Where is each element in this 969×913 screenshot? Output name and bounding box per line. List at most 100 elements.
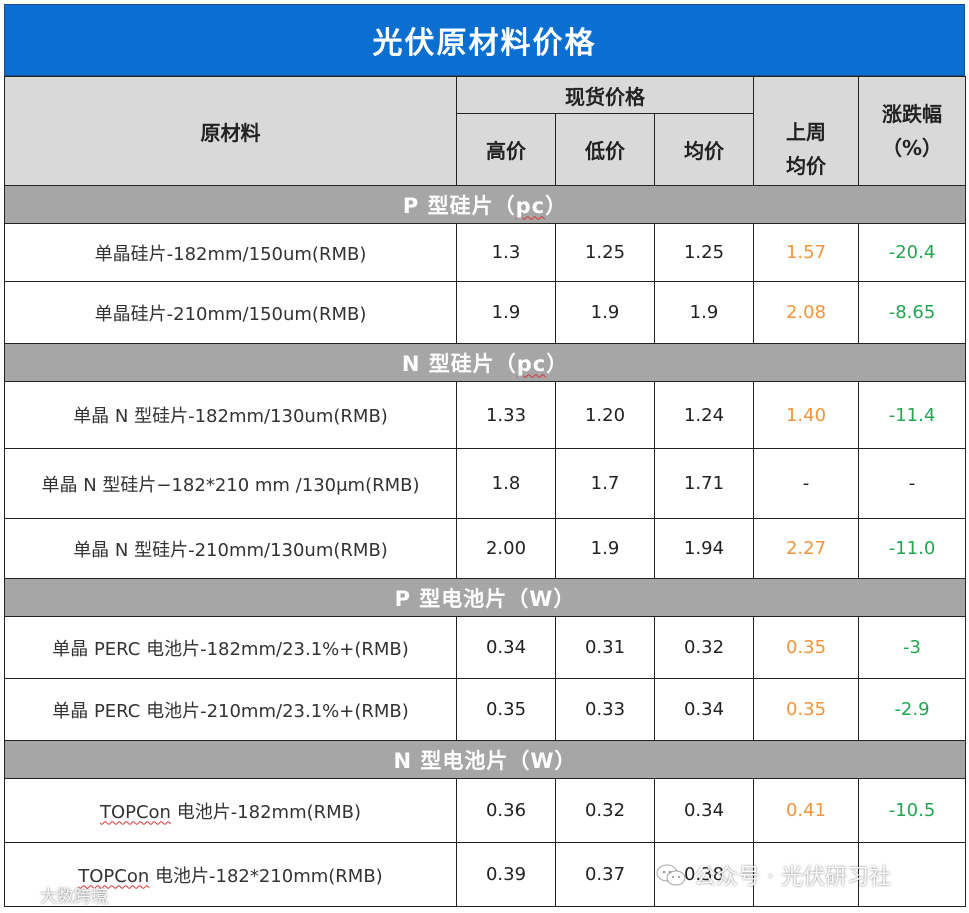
row-low: 0.37 bbox=[555, 842, 655, 907]
row-low: 1.7 bbox=[555, 448, 655, 519]
section-title-unit: pc bbox=[515, 193, 546, 218]
row-low: 0.32 bbox=[555, 778, 655, 843]
header-avg: 均价 bbox=[654, 113, 754, 186]
row-name: 单晶 N 型硅片−182*210 mm /130μm(RMB) bbox=[4, 448, 457, 519]
header-high-label: 高价 bbox=[486, 139, 526, 163]
row-last-week: 1.57 bbox=[753, 223, 859, 282]
header-change: 涨跌幅 （%） bbox=[858, 76, 966, 186]
row-avg: 1.94 bbox=[654, 518, 754, 579]
row-name: 单晶 PERC 电池片-182mm/23.1%+(RMB) bbox=[4, 616, 457, 679]
row-name-prefix: TOPCon bbox=[99, 801, 171, 823]
page-title-text: 光伏原材料价格 bbox=[372, 26, 597, 61]
header-low: 低价 bbox=[555, 113, 655, 186]
row-change: -10.5 bbox=[858, 778, 966, 843]
table-row: 单晶硅片-182mm/150um(RMB) 1.3 1.25 1.25 1.57… bbox=[4, 223, 966, 282]
row-high: 1.8 bbox=[456, 448, 556, 519]
header-material: 原材料 bbox=[4, 76, 457, 186]
header-low-label: 低价 bbox=[585, 139, 625, 163]
row-high: 0.34 bbox=[456, 616, 556, 679]
row-low: 1.20 bbox=[555, 381, 655, 449]
section-header: N 型硅片（pc） bbox=[4, 343, 966, 382]
row-last-week: 1.40 bbox=[753, 381, 859, 449]
row-change: -2.9 bbox=[858, 678, 966, 741]
row-name-rest: 电池片-182mm(RMB) bbox=[170, 801, 362, 823]
row-change: -3 bbox=[858, 616, 966, 679]
row-name: TOPCon 电池片-182*210mm(RMB) bbox=[4, 842, 457, 907]
section-title-p-wafer: P 型硅片（pc） bbox=[4, 185, 966, 224]
header-last-week-label-2: 均价 bbox=[786, 154, 826, 179]
row-name: 单晶硅片-210mm/150um(RMB) bbox=[4, 281, 457, 344]
section-title-text: N 型硅片（ bbox=[401, 351, 517, 376]
row-low: 1.25 bbox=[555, 223, 655, 282]
section-title-p-cell: P 型电池片（W） bbox=[4, 578, 966, 617]
header-row-2: 高价 低价 均价 上周 均价 bbox=[5, 113, 966, 186]
row-name-rest: 电池片-182*210mm(RMB) bbox=[149, 865, 383, 887]
row-high: 2.00 bbox=[456, 518, 556, 579]
price-table: 原材料 现货价格 涨跌幅 （%） 高价 低价 均价 上周 均价 P 型硅片（pc… bbox=[4, 76, 966, 907]
section-header: P 型硅片（pc） bbox=[4, 185, 966, 224]
row-name: 单晶 N 型硅片-210mm/130um(RMB) bbox=[4, 518, 457, 579]
header-last-week: 上周 均价 bbox=[753, 113, 859, 186]
row-avg: 0.34 bbox=[654, 778, 754, 843]
row-low: 1.9 bbox=[555, 281, 655, 344]
section-title-n-wafer: N 型硅片（pc） bbox=[4, 343, 966, 382]
header-spot-price: 现货价格 bbox=[456, 76, 754, 114]
row-last-week: 2.27 bbox=[753, 518, 859, 579]
section-title-close: ） bbox=[546, 351, 569, 376]
section-title-text: P 型硅片（ bbox=[402, 193, 516, 218]
header-last-week-top bbox=[753, 76, 859, 114]
header-spot-price-label: 现货价格 bbox=[565, 84, 645, 109]
watermark-source: 大数跨境 bbox=[6, 882, 108, 907]
row-high: 0.36 bbox=[456, 778, 556, 843]
header-avg-label: 均价 bbox=[684, 139, 724, 163]
table-row: 单晶 PERC 电池片-210mm/23.1%+(RMB) 0.35 0.33 … bbox=[4, 678, 966, 741]
table-row: 单晶 N 型硅片−182*210 mm /130μm(RMB) 1.8 1.7 … bbox=[4, 448, 966, 519]
header-row-1: 原材料 现货价格 涨跌幅 （%） bbox=[4, 76, 966, 186]
row-high: 1.3 bbox=[456, 223, 556, 282]
row-name: TOPCon 电池片-182mm(RMB) bbox=[4, 778, 457, 843]
row-avg: 1.71 bbox=[654, 448, 754, 519]
row-name: 单晶 PERC 电池片-210mm/23.1%+(RMB) bbox=[4, 678, 457, 741]
row-high: 1.9 bbox=[456, 281, 556, 344]
row-change: -11.0 bbox=[858, 518, 966, 579]
chat-icon bbox=[6, 883, 36, 905]
watermark-source-text: 大数跨境 bbox=[40, 886, 108, 907]
row-last-week: - bbox=[753, 448, 859, 519]
row-name-prefix: TOPCon bbox=[78, 865, 150, 887]
page-title: 光伏原材料价格 bbox=[4, 4, 965, 76]
row-change bbox=[858, 842, 966, 907]
row-change: - bbox=[858, 448, 966, 519]
section-title-n-cell: N 型电池片（W） bbox=[4, 740, 966, 779]
row-low: 0.33 bbox=[555, 678, 655, 741]
table-row: TOPCon 电池片-182mm(RMB) 0.36 0.32 0.34 0.4… bbox=[4, 778, 966, 843]
row-avg: 1.9 bbox=[654, 281, 754, 344]
section-title-text: P 型电池片（W） bbox=[394, 586, 576, 611]
row-last-week: 2.08 bbox=[753, 281, 859, 344]
header-material-label: 原材料 bbox=[200, 120, 261, 145]
row-low: 1.9 bbox=[555, 518, 655, 579]
section-title-text: N 型电池片（W） bbox=[393, 748, 577, 773]
row-low: 0.31 bbox=[555, 616, 655, 679]
table-row: TOPCon 电池片-182*210mm(RMB) 0.39 0.37 0.38 bbox=[4, 842, 966, 907]
row-avg: 0.32 bbox=[654, 616, 754, 679]
row-change: -8.65 bbox=[858, 281, 966, 344]
row-high: 0.39 bbox=[456, 842, 556, 907]
header-change-label-1: 涨跌幅 bbox=[882, 102, 942, 126]
row-name: 单晶硅片-182mm/150um(RMB) bbox=[4, 223, 457, 282]
table-row: 单晶 N 型硅片-182mm/130um(RMB) 1.33 1.20 1.24… bbox=[4, 381, 966, 449]
section-title-close: ） bbox=[545, 193, 568, 218]
header-high: 高价 bbox=[456, 113, 556, 186]
row-last-week: 0.35 bbox=[753, 678, 859, 741]
row-high: 1.33 bbox=[456, 381, 556, 449]
row-avg: 1.24 bbox=[654, 381, 754, 449]
row-change: -20.4 bbox=[858, 223, 966, 282]
row-change: -11.4 bbox=[858, 381, 966, 449]
table-row: 单晶 PERC 电池片-182mm/23.1%+(RMB) 0.34 0.31 … bbox=[4, 616, 966, 679]
row-avg: 1.25 bbox=[654, 223, 754, 282]
watermark-account-text: 公众号 · 光伏研习社 bbox=[694, 865, 891, 890]
table-row: 单晶硅片-210mm/150um(RMB) 1.9 1.9 1.9 2.08 -… bbox=[4, 281, 966, 344]
section-title-unit: pc bbox=[516, 351, 547, 376]
header-last-week-label-1: 上周 bbox=[786, 120, 826, 145]
row-avg: 0.34 bbox=[654, 678, 754, 741]
section-header: N 型电池片（W） bbox=[4, 740, 966, 779]
